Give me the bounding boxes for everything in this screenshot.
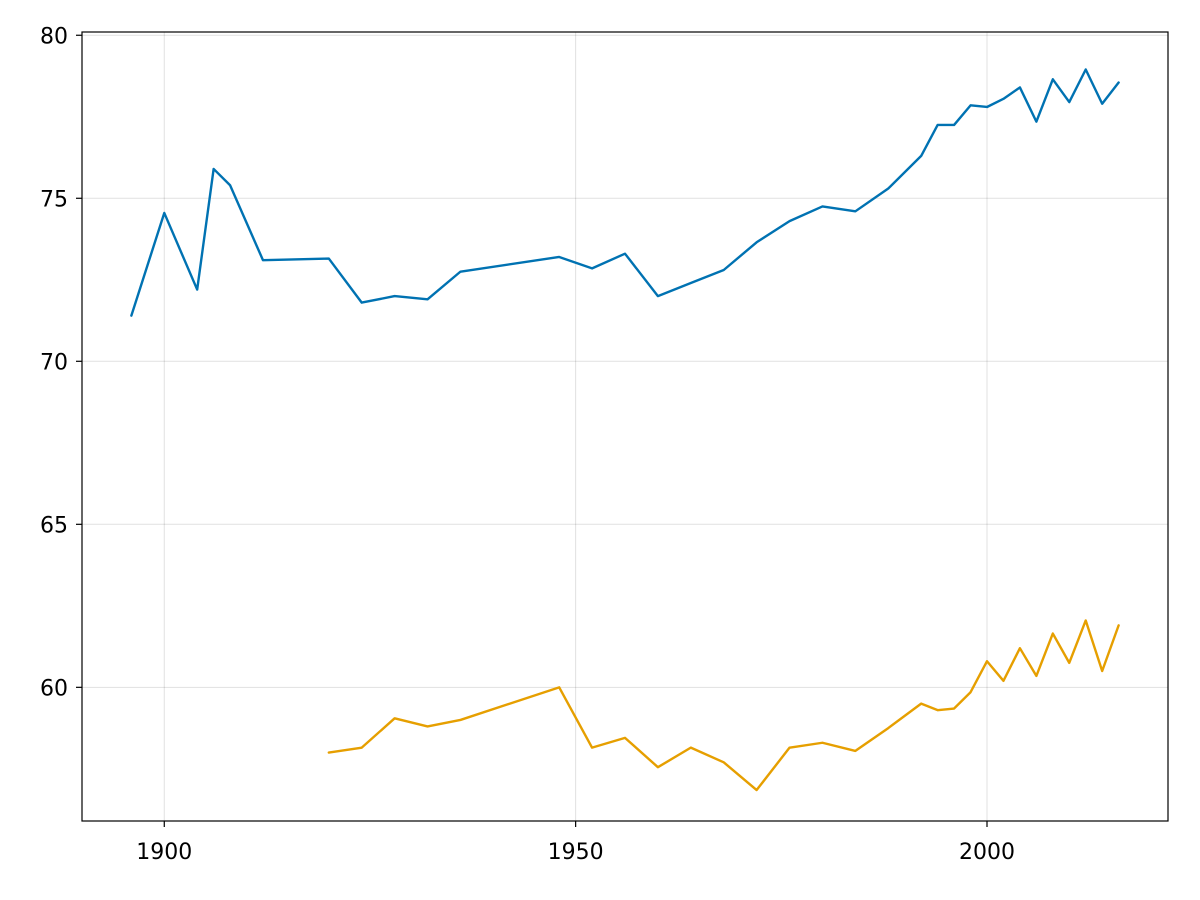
y-tick-label: 75	[40, 187, 68, 212]
series-line-2	[327, 619, 1120, 792]
x-tick-label: 2000	[959, 840, 1015, 865]
series-line-1	[130, 68, 1120, 317]
y-tick-label: 70	[40, 350, 68, 375]
x-tick-label: 1950	[548, 840, 604, 865]
x-tick-label: 1900	[136, 840, 192, 865]
plot-frame	[81, 31, 1169, 822]
y-tick-label: 65	[40, 513, 68, 538]
series-layer	[130, 68, 1120, 792]
y-tick-label: 80	[40, 24, 68, 49]
grid	[82, 32, 1168, 821]
axis-ticks: 1900 1950 2000 60 65 70 75 80	[40, 24, 1015, 865]
y-tick-label: 60	[40, 676, 68, 701]
